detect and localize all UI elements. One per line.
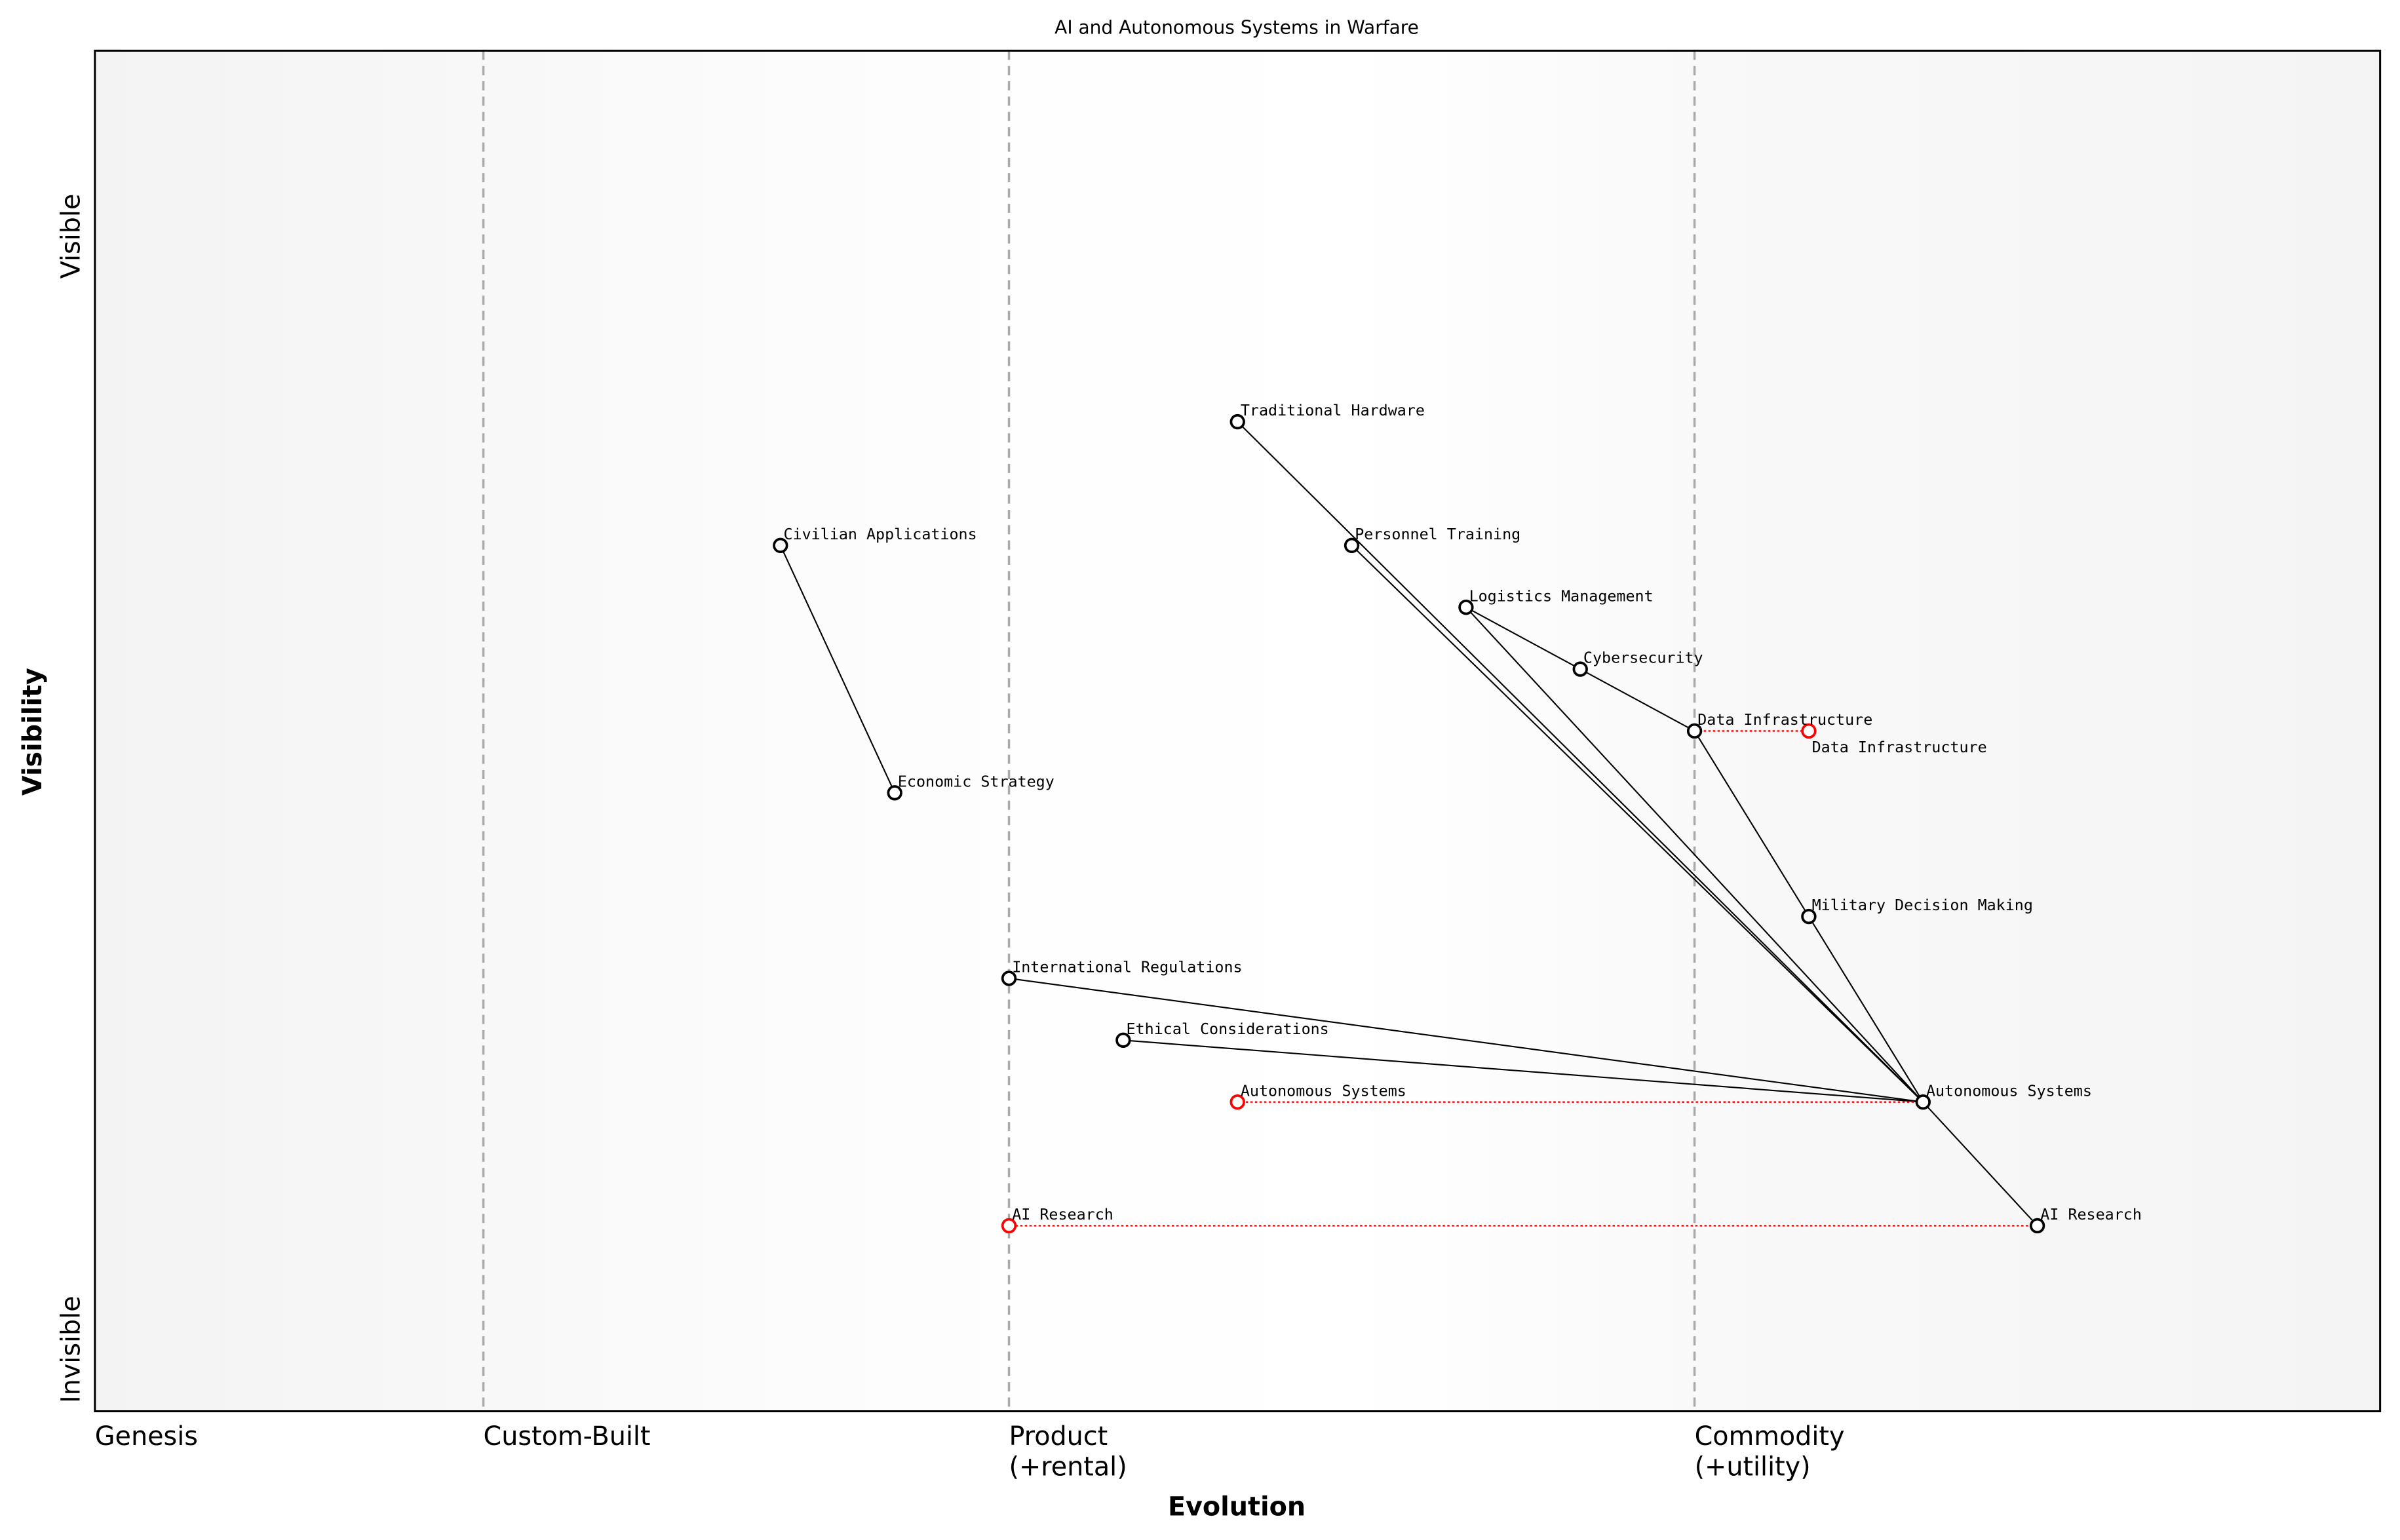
dependency-link bbox=[1922, 1101, 2038, 1227]
component-marker[interactable] bbox=[1001, 971, 1017, 986]
component-label: Autonomous Systems bbox=[1926, 1081, 2092, 1100]
moved-component-label: Data Infrastructure bbox=[1812, 738, 1987, 756]
component-marker[interactable] bbox=[1458, 600, 1474, 615]
moved-component-marker[interactable] bbox=[1001, 1218, 1017, 1234]
dependency-link bbox=[1009, 977, 1924, 1103]
x-axis-label: Evolution bbox=[1168, 1492, 1306, 1522]
component-marker[interactable] bbox=[773, 537, 788, 554]
component-label: AI Research bbox=[2040, 1205, 2142, 1223]
stage-label: Product bbox=[1009, 1421, 1108, 1452]
moved-component-marker[interactable] bbox=[1229, 1094, 1245, 1110]
dependency-link bbox=[1808, 916, 1924, 1103]
plot-background bbox=[94, 50, 2380, 1412]
stage-label: Commodity bbox=[1695, 1421, 1845, 1452]
plot-frame bbox=[94, 49, 2382, 1413]
y-tick-label: Visible bbox=[56, 194, 86, 279]
dependency-link bbox=[1237, 421, 1924, 1103]
y-axis-label: Visibility bbox=[18, 668, 48, 796]
stage-sublabel: (+rental) bbox=[1009, 1452, 1127, 1482]
component-label: Traditional Hardware bbox=[1241, 401, 1425, 419]
component-label: Data Infrastructure bbox=[1697, 710, 1872, 729]
stage-sublabel: (+utility) bbox=[1695, 1452, 1811, 1482]
component-label: Personnel Training bbox=[1355, 525, 1520, 543]
component-marker[interactable] bbox=[887, 785, 902, 801]
component-label: Logistics Management bbox=[1469, 587, 1654, 605]
component-label: Ethical Considerations bbox=[1127, 1020, 1329, 1038]
chart-title: AI and Autonomous Systems in Warfare bbox=[1055, 17, 1419, 39]
component-marker[interactable] bbox=[1115, 1032, 1131, 1048]
component-label: Economic Strategy bbox=[898, 772, 1055, 790]
moved-component-label: AI Research bbox=[1012, 1205, 1113, 1223]
component-marker[interactable] bbox=[1229, 414, 1245, 430]
component-marker[interactable] bbox=[1801, 908, 1817, 925]
component-marker[interactable] bbox=[1915, 1094, 1931, 1110]
dependency-link bbox=[1465, 606, 1581, 670]
y-tick-label: Invisible bbox=[56, 1296, 86, 1403]
moved-component-marker[interactable] bbox=[1801, 723, 1817, 739]
stage-label: Custom-Built bbox=[484, 1421, 651, 1452]
dependency-link bbox=[1123, 1039, 1924, 1103]
component-marker[interactable] bbox=[2029, 1218, 2045, 1234]
stage-label: Genesis bbox=[95, 1421, 198, 1452]
component-label: International Regulations bbox=[1012, 958, 1242, 976]
component-label: Military Decision Making bbox=[1812, 896, 2033, 914]
component-marker[interactable] bbox=[1686, 723, 1703, 739]
dependency-link bbox=[1465, 606, 1924, 1103]
dependency-link bbox=[1351, 545, 1924, 1103]
dependency-link bbox=[1579, 668, 1695, 732]
component-label: Civilian Applications bbox=[784, 525, 977, 543]
dependency-link bbox=[779, 545, 896, 794]
component-marker[interactable] bbox=[1344, 537, 1360, 554]
component-marker[interactable] bbox=[1572, 661, 1588, 677]
dependency-link bbox=[1694, 730, 1810, 917]
component-label: Cybersecurity bbox=[1583, 649, 1703, 667]
moved-component-label: Autonomous Systems bbox=[1241, 1081, 1406, 1100]
